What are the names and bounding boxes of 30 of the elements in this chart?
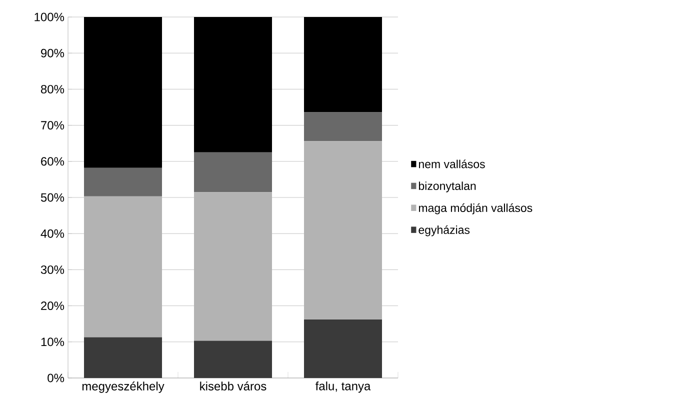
y-tick-label: 90% [41, 48, 64, 58]
bar [194, 152, 272, 192]
bar [84, 337, 162, 378]
y-tick-label: 20% [41, 302, 64, 310]
y-tick-label: 60% [41, 157, 64, 166]
bar [194, 16, 272, 152]
y-tick-label: 70% [41, 121, 64, 130]
bar [194, 340, 272, 378]
bar [194, 192, 272, 341]
y-tick-label: 10% [41, 338, 64, 346]
x-tick-label: megyeszékhely [82, 382, 164, 393]
y-tick-label: 50% [40, 193, 64, 202]
bar [84, 196, 162, 338]
y-tick-label: 30% [40, 265, 64, 274]
legend-label: nem vallásos [418, 160, 485, 168]
y-tick-label: 40% [40, 229, 64, 238]
legend-label: egyházias [418, 225, 470, 236]
x-tick-label: falu, tanya [315, 382, 371, 393]
bar [304, 320, 382, 378]
bar [84, 16, 162, 168]
x-tick-label: kisebb város [200, 382, 266, 390]
bar [84, 168, 162, 196]
y-tick-label: 100% [34, 12, 64, 22]
bar [304, 112, 382, 142]
legend-label: bizonytalan [418, 182, 476, 192]
y-tick-label: 0% [48, 374, 64, 382]
y-tick-label: 80% [40, 84, 64, 94]
legend-label: maga módján vallásos [418, 203, 532, 214]
bar [304, 16, 382, 112]
bar [304, 141, 382, 320]
